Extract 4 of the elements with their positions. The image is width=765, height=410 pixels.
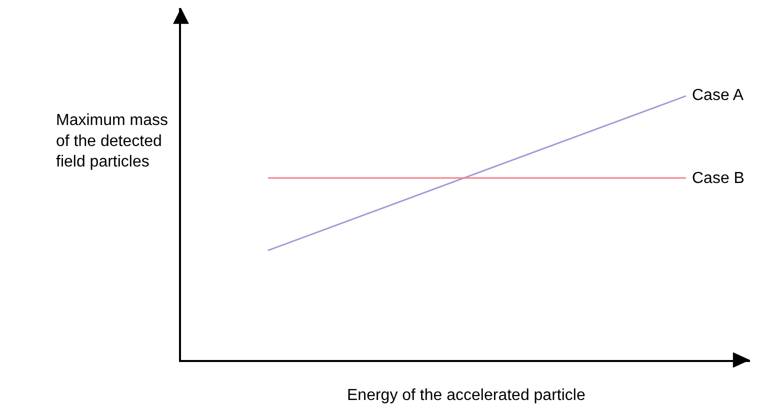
x-axis-title: Energy of the accelerated particle (347, 387, 586, 404)
series-label: Case B (692, 170, 744, 187)
series-label: Case A (692, 87, 744, 104)
y-axis-title: Maximum mass of the detected field particles (56, 112, 168, 171)
